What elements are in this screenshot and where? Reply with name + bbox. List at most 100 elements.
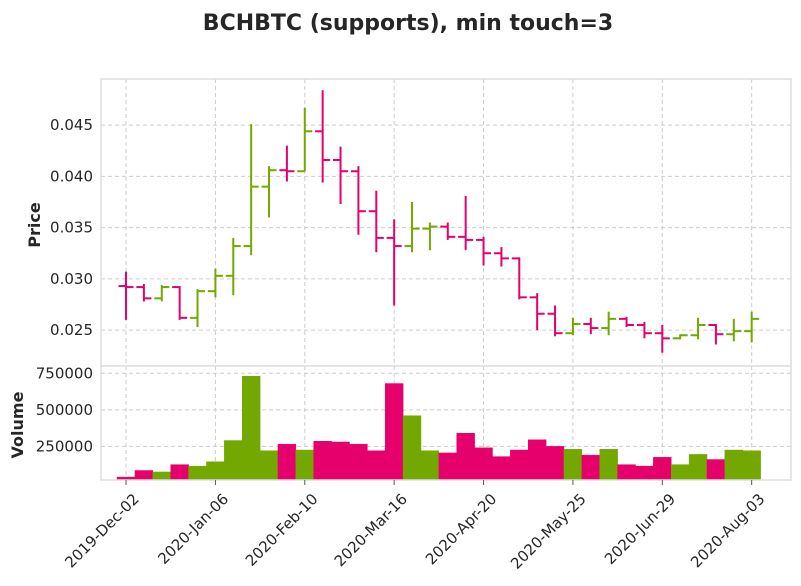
volume-bar xyxy=(670,464,690,481)
ohlc-bar xyxy=(744,311,760,343)
price-tick-label: 0.035 xyxy=(50,219,93,237)
volume-bar xyxy=(241,375,261,481)
volume-bar xyxy=(653,457,672,481)
ohlc-bar xyxy=(154,285,170,302)
volume-bar xyxy=(438,452,457,481)
ohlc-bar xyxy=(368,190,384,253)
x-tick-label: 2020-Aug-03 xyxy=(687,490,768,571)
volume-grid xyxy=(101,366,791,480)
volume-bar xyxy=(527,439,547,481)
volume-bar xyxy=(545,446,565,481)
price-tick-label: 0.030 xyxy=(50,270,93,288)
x-tick-label: 2020-Feb-10 xyxy=(242,490,322,570)
volume-bar xyxy=(563,449,583,481)
x-tick-label: 2020-Apr-20 xyxy=(422,490,500,568)
volume-tick-label: 250000 xyxy=(36,437,93,455)
ohlc-bar xyxy=(207,268,223,298)
volume-bar xyxy=(688,454,708,481)
ohlc-bar xyxy=(333,146,349,205)
ohlc-bar xyxy=(547,305,563,337)
volume-bar xyxy=(188,465,207,481)
volume-bar xyxy=(617,464,636,481)
ohlc-bar xyxy=(708,323,724,345)
price-tick-label: 0.040 xyxy=(50,167,93,185)
volume-bar xyxy=(313,441,332,481)
price-tick-label: 0.025 xyxy=(50,321,93,339)
volume-bar xyxy=(259,450,279,481)
ohlc-bar xyxy=(690,317,706,340)
price-plot-area xyxy=(101,79,791,366)
ohlc-bar xyxy=(583,317,599,335)
ohlc-bar xyxy=(136,284,152,302)
price-bars xyxy=(118,90,760,353)
volume-axis-label: Volume xyxy=(8,391,27,458)
volume-bar xyxy=(224,440,243,481)
ohlc-bar xyxy=(422,222,438,251)
ohlc-bar xyxy=(726,318,742,342)
volume-y-axis: 250000 500000 750000 xyxy=(36,364,93,455)
volume-frame xyxy=(100,365,792,481)
volume-bar xyxy=(599,449,618,481)
volume-bar xyxy=(474,447,493,481)
ohlc-bar xyxy=(619,316,635,328)
ohlc-bar xyxy=(297,107,313,173)
ohlc-bar xyxy=(279,145,295,182)
ohlc-bar xyxy=(190,289,206,328)
x-tick-label: 2020-Jan-06 xyxy=(154,490,232,568)
ohlc-bar xyxy=(172,286,188,320)
ohlc-bar xyxy=(225,237,241,296)
volume-bar xyxy=(134,470,154,481)
volume-bar xyxy=(635,465,654,481)
ohlc-bar xyxy=(672,334,688,340)
ohlc-bar xyxy=(529,293,545,331)
ohlc-bar xyxy=(636,321,652,339)
ohlc-bar xyxy=(565,317,581,336)
x-tick-label: 2020-Jun-29 xyxy=(601,490,679,568)
ohlc-bar xyxy=(350,166,366,235)
volume-bar xyxy=(724,449,743,481)
ohlc-bar xyxy=(654,325,670,353)
volume-bar xyxy=(402,415,422,481)
ohlc-bar xyxy=(261,166,277,218)
volume-bar xyxy=(206,461,225,481)
volume-tick-label: 500000 xyxy=(36,401,93,419)
volume-bar xyxy=(581,454,600,481)
volume-bar xyxy=(152,471,171,481)
ohlc-bar xyxy=(315,90,331,183)
volume-bar xyxy=(384,383,404,481)
volume-bar xyxy=(349,443,368,481)
ohlc-bar xyxy=(404,202,420,253)
x-tick-label: 2020-Mar-16 xyxy=(331,490,411,570)
volume-panel: 250000 500000 750000 Volume xyxy=(8,364,792,481)
volume-bar xyxy=(456,432,475,481)
ohlc-bar xyxy=(118,271,134,320)
volume-bar xyxy=(170,464,189,481)
x-axis: 2019-Dec-02 2020-Jan-06 2020-Feb-10 2020-Ma… xyxy=(61,480,768,573)
volume-bar xyxy=(510,449,529,481)
price-tick-label: 0.045 xyxy=(50,116,93,134)
volume-bar xyxy=(492,456,511,481)
chart-title: BCHBTC (supports), min touch=3 xyxy=(203,11,613,36)
volume-bar xyxy=(706,459,726,481)
price-y-axis: 0.025 0.030 0.035 0.040 0.045 xyxy=(50,116,93,339)
volume-bar xyxy=(331,441,350,481)
ohlc-bar xyxy=(601,311,617,336)
ohlc-bar xyxy=(476,236,492,266)
volume-bar xyxy=(367,450,386,481)
volume-bar xyxy=(295,449,314,481)
ohlc-bar xyxy=(493,247,509,267)
ohlc-bar xyxy=(440,222,456,240)
volume-bar xyxy=(742,450,761,481)
ohlc-bar xyxy=(243,124,259,256)
ohlc-bar xyxy=(458,195,474,251)
x-tick-label: 2019-Dec-02 xyxy=(61,490,142,571)
volume-bar xyxy=(277,443,297,481)
ohlc-bar xyxy=(386,219,402,306)
price-panel: 0.025 0.030 0.035 0.040 0.045 Price xyxy=(25,78,792,367)
price-axis-label: Price xyxy=(25,202,44,248)
volume-bar xyxy=(420,450,440,481)
volume-tick-label: 750000 xyxy=(36,364,93,382)
x-tick-label: 2020-May-25 xyxy=(507,490,590,573)
ohlc-bar xyxy=(511,257,527,300)
